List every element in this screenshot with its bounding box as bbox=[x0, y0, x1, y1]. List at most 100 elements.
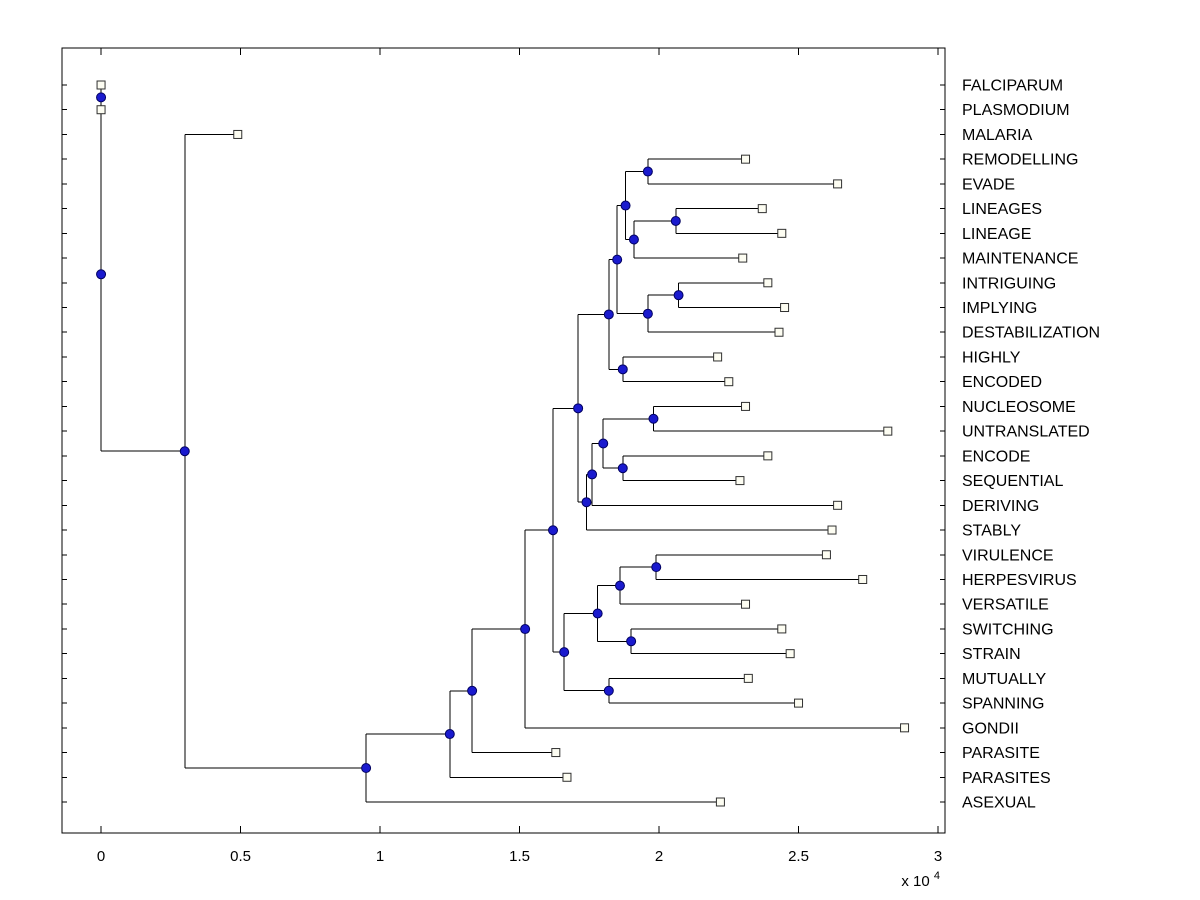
internal-node-marker[interactable] bbox=[651, 562, 662, 573]
axis-exponent-label: x 10 4 bbox=[901, 870, 940, 890]
tree-branches bbox=[100, 85, 905, 803]
leaf-node-marker[interactable] bbox=[777, 624, 787, 634]
internal-node-marker[interactable] bbox=[598, 438, 609, 449]
internal-node-marker[interactable] bbox=[614, 580, 625, 591]
internal-node-marker[interactable] bbox=[628, 234, 639, 245]
leaf-node-marker[interactable] bbox=[785, 649, 795, 659]
leaf-node-marker[interactable] bbox=[774, 327, 784, 337]
leaf-node-marker[interactable] bbox=[741, 401, 751, 411]
leaf-label: SWITCHING bbox=[962, 621, 1054, 638]
leaf-label: SPANNING bbox=[962, 696, 1044, 713]
internal-node-marker[interactable] bbox=[642, 308, 653, 319]
leaf-node-marker[interactable] bbox=[757, 204, 767, 214]
leaf-label: INTRIGUING bbox=[962, 275, 1056, 292]
leaf-node-marker[interactable] bbox=[821, 550, 831, 560]
leaf-label: ENCODED bbox=[962, 374, 1042, 391]
leaf-node-marker[interactable] bbox=[833, 179, 843, 189]
x-tick-label: 0.5 bbox=[230, 848, 251, 865]
leaf-label: HIGHLY bbox=[962, 349, 1021, 366]
internal-node-marker[interactable] bbox=[520, 624, 531, 635]
x-tick-label: 2.5 bbox=[788, 848, 809, 865]
internal-node-marker[interactable] bbox=[96, 269, 107, 280]
leaf-label: ENCODE bbox=[962, 448, 1030, 465]
leaf-node-marker[interactable] bbox=[794, 698, 804, 708]
leaf-node-marker[interactable] bbox=[741, 599, 751, 609]
leaf-label: UNTRANSLATED bbox=[962, 424, 1090, 441]
leaf-node-marker[interactable] bbox=[883, 426, 893, 436]
internal-node-marker[interactable] bbox=[626, 636, 637, 647]
leaf-node-marker[interactable] bbox=[858, 574, 868, 584]
internal-node-marker[interactable] bbox=[620, 200, 631, 211]
leaf-label: GONDII bbox=[962, 720, 1019, 737]
leaf-label: HERPESVIRUS bbox=[962, 572, 1077, 589]
internal-node-marker[interactable] bbox=[559, 647, 570, 658]
internal-node-marker[interactable] bbox=[96, 92, 107, 103]
leaf-label: DESTABILIZATION bbox=[962, 325, 1100, 342]
internal-node-marker[interactable] bbox=[670, 215, 681, 226]
leaf-node-marker[interactable] bbox=[233, 129, 243, 139]
internal-node-marker[interactable] bbox=[592, 608, 603, 619]
internal-node-marker[interactable] bbox=[573, 403, 584, 414]
plot-border bbox=[61, 47, 946, 834]
internal-node-marker[interactable] bbox=[548, 525, 559, 536]
leaf-label: LINEAGE bbox=[962, 226, 1031, 243]
leaf-node-marker[interactable] bbox=[735, 476, 745, 486]
leaf-label: DERIVING bbox=[962, 498, 1039, 515]
internal-node-marker[interactable] bbox=[642, 166, 653, 177]
x-tick-label: 0 bbox=[97, 848, 105, 865]
internal-node-marker[interactable] bbox=[617, 364, 628, 375]
leaf-node-marker[interactable] bbox=[741, 154, 751, 164]
leaf-node-marker[interactable] bbox=[833, 500, 843, 510]
leaf-label: PARASITES bbox=[962, 770, 1051, 787]
leaf-node-marker[interactable] bbox=[96, 80, 106, 90]
internal-node-marker[interactable] bbox=[361, 763, 372, 774]
internal-node-marker[interactable] bbox=[467, 685, 478, 696]
leaf-node-marker[interactable] bbox=[743, 673, 753, 683]
node-markers bbox=[96, 80, 910, 807]
leaf-node-marker[interactable] bbox=[738, 253, 748, 263]
leaf-node-marker[interactable] bbox=[900, 723, 910, 733]
internal-node-marker[interactable] bbox=[603, 685, 614, 696]
leaf-label: MAINTENANCE bbox=[962, 251, 1078, 268]
leaf-label: LINEAGES bbox=[962, 201, 1042, 218]
internal-node-marker[interactable] bbox=[587, 469, 598, 480]
leaf-node-marker[interactable] bbox=[763, 278, 773, 288]
leaf-label: FALCIPARUM bbox=[962, 78, 1063, 95]
internal-node-marker[interactable] bbox=[617, 463, 628, 474]
internal-node-marker[interactable] bbox=[603, 309, 614, 320]
leaf-node-marker[interactable] bbox=[551, 748, 561, 758]
leaf-node-marker[interactable] bbox=[763, 451, 773, 461]
leaf-label: VIRULENCE bbox=[962, 547, 1054, 564]
internal-node-marker[interactable] bbox=[444, 729, 455, 740]
leaf-label: MUTUALLY bbox=[962, 671, 1046, 688]
internal-node-marker[interactable] bbox=[673, 290, 684, 301]
leaf-node-marker[interactable] bbox=[724, 377, 734, 387]
leaf-label: STABLY bbox=[962, 523, 1021, 540]
internal-node-marker[interactable] bbox=[612, 254, 623, 265]
leaf-node-marker[interactable] bbox=[777, 228, 787, 238]
axes bbox=[61, 47, 946, 834]
leaf-label: EVADE bbox=[962, 176, 1015, 193]
leaf-label: NUCLEOSOME bbox=[962, 399, 1076, 416]
leaf-node-marker[interactable] bbox=[827, 525, 837, 535]
leaf-label: SEQUENTIAL bbox=[962, 473, 1063, 490]
internal-node-marker[interactable] bbox=[581, 497, 592, 508]
leaf-node-marker[interactable] bbox=[713, 352, 723, 362]
leaf-label: REMODELLING bbox=[962, 152, 1078, 169]
labels: 0 0.5 1 1.5 2 2.5 3 x 10 4 FALCIPARUM PLASMODIUM M… bbox=[97, 78, 1100, 891]
leaf-node-marker[interactable] bbox=[562, 772, 572, 782]
leaf-node-marker[interactable] bbox=[715, 797, 725, 807]
leaf-label: ASEXUAL bbox=[962, 795, 1036, 812]
leaf-label: PARASITE bbox=[962, 745, 1040, 762]
internal-node-marker[interactable] bbox=[179, 446, 190, 457]
leaf-label: VERSATILE bbox=[962, 597, 1049, 614]
leaf-label: IMPLYING bbox=[962, 300, 1037, 317]
leaf-node-marker[interactable] bbox=[96, 105, 106, 115]
leaf-label: MALARIA bbox=[962, 127, 1033, 144]
x-tick-label: 2 bbox=[655, 848, 663, 865]
x-tick-label: 1.5 bbox=[509, 848, 530, 865]
leaf-node-marker[interactable] bbox=[780, 303, 790, 313]
internal-node-marker[interactable] bbox=[648, 413, 659, 424]
